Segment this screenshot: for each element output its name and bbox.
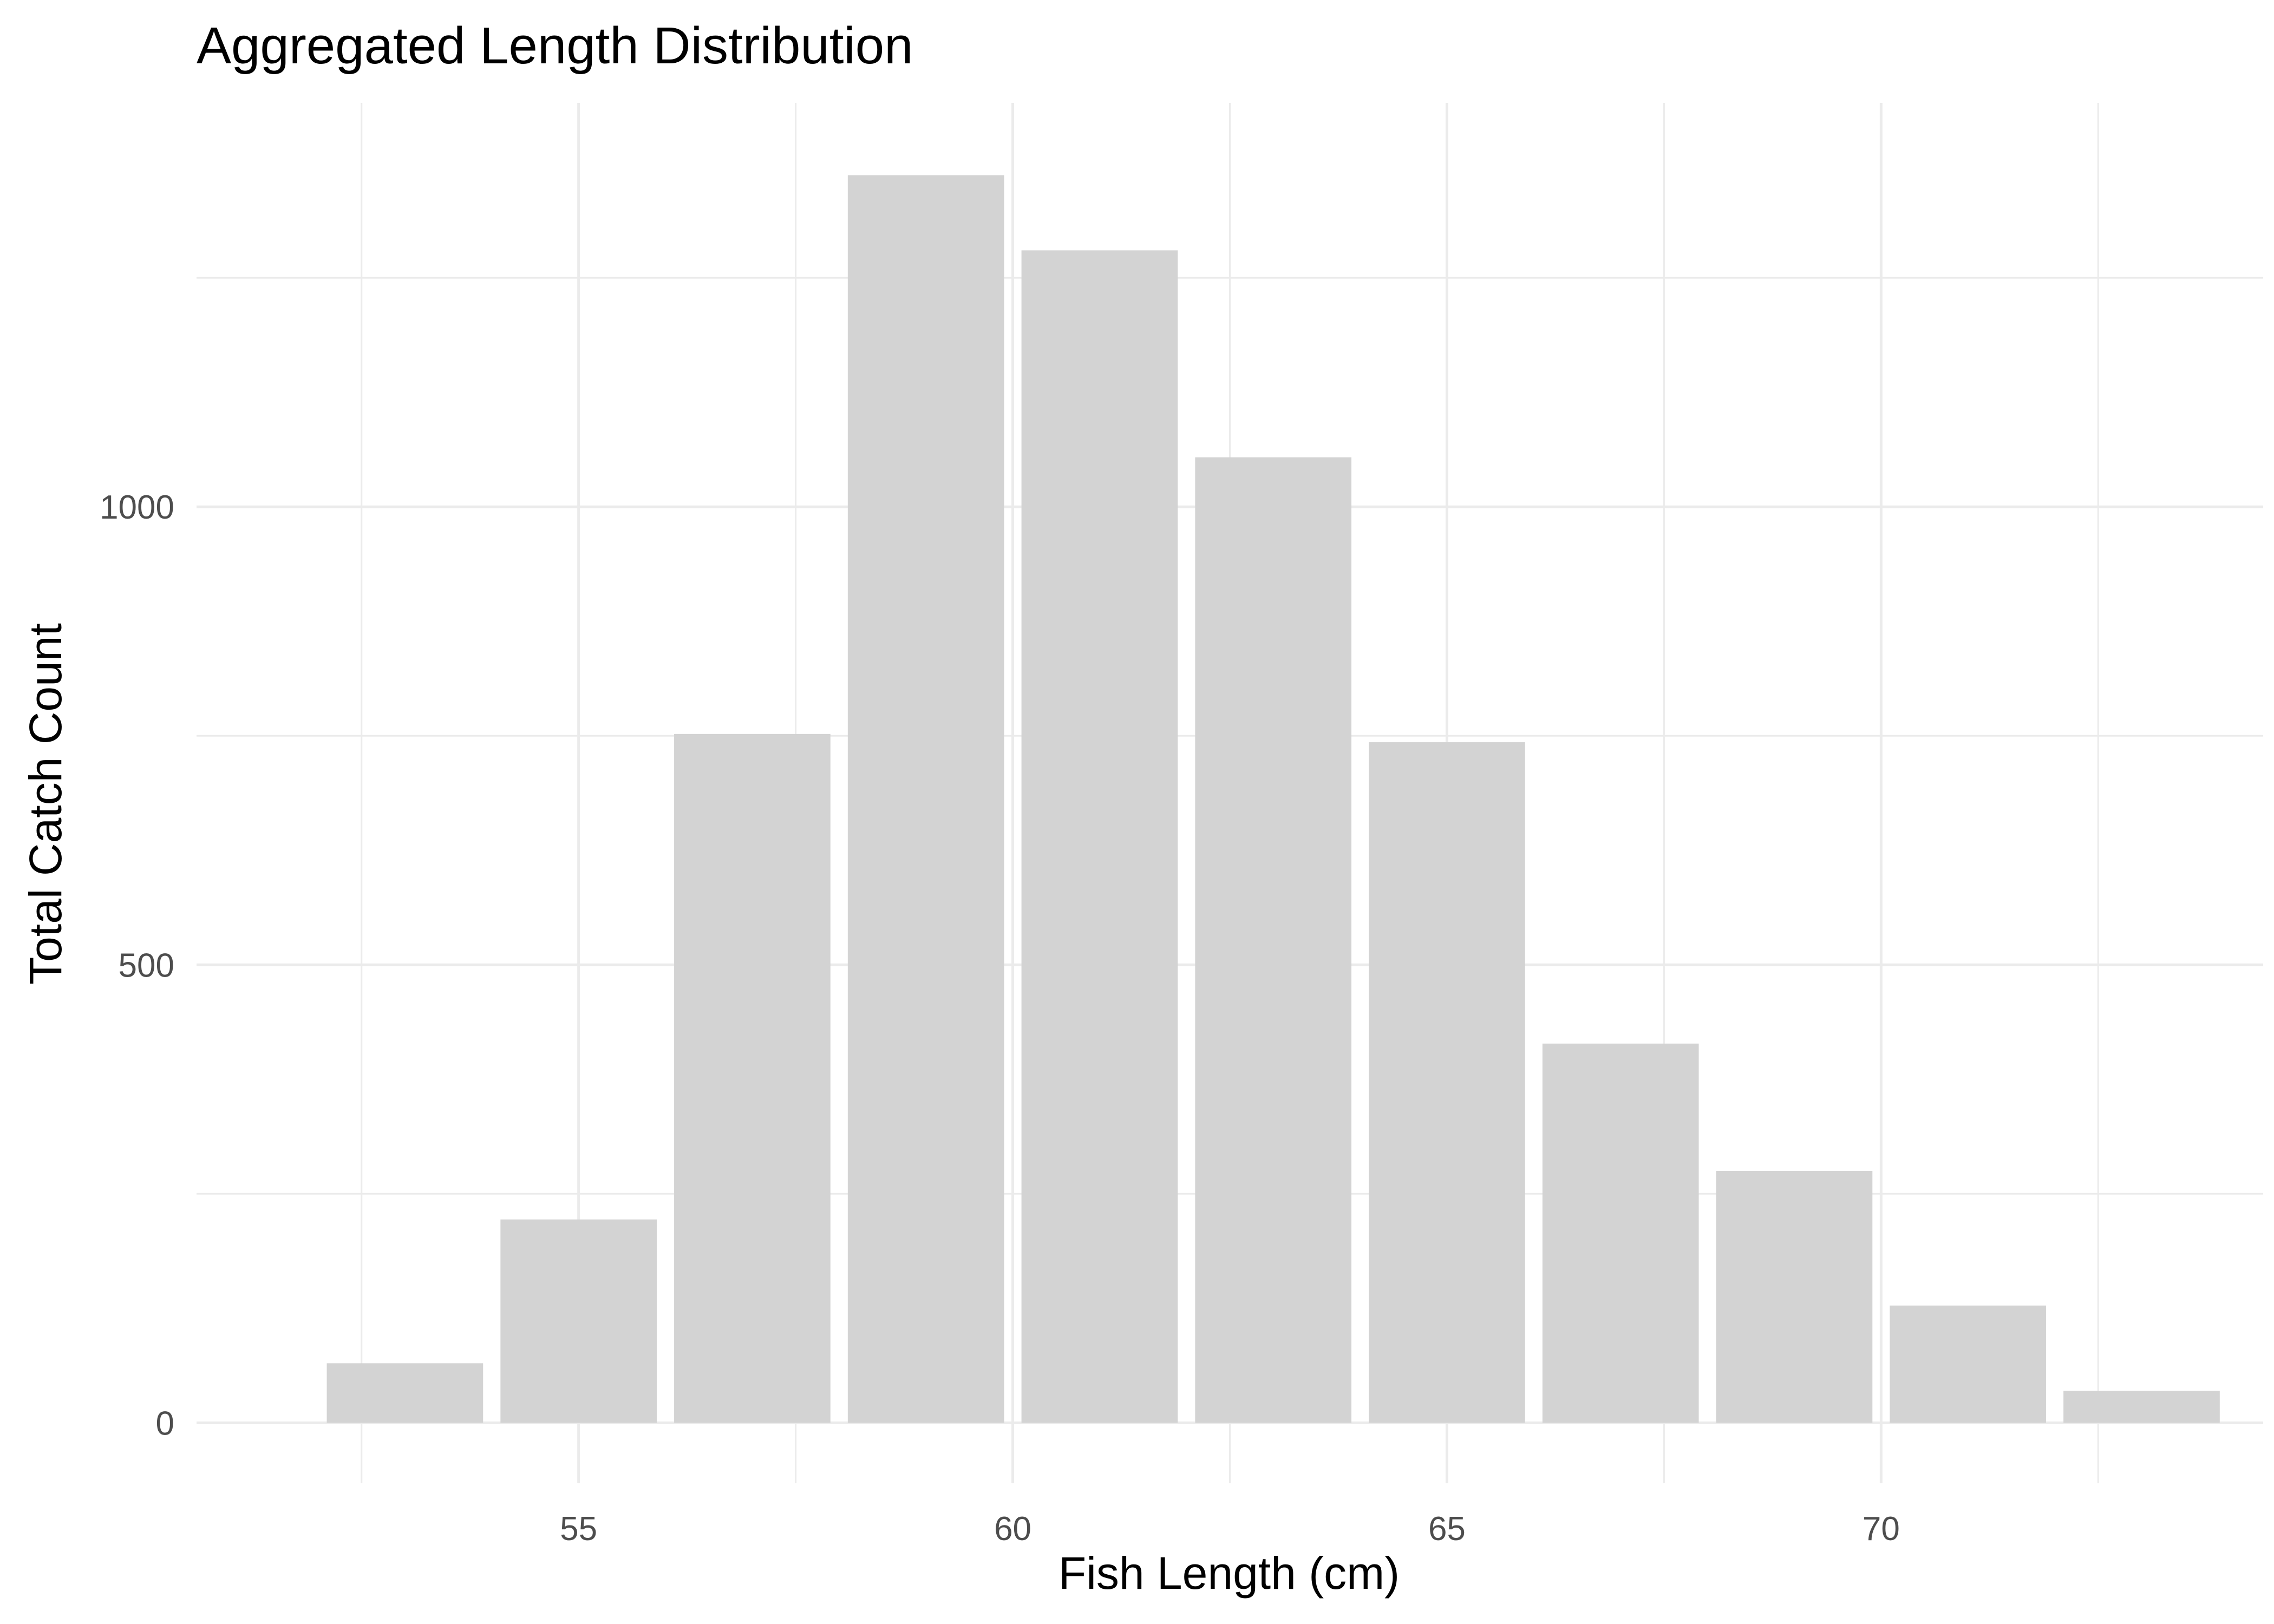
chart-title: Aggregated Length Distribution: [197, 17, 913, 75]
x-tick-label: 60: [994, 1510, 1031, 1548]
tick-layer: 55 60 65 70 0 500 1000: [100, 489, 1900, 1548]
x-tick-label: 55: [560, 1510, 597, 1548]
y-axis-title: Total Catch Count: [20, 623, 71, 985]
bar: [1021, 250, 1178, 1423]
bar: [2063, 1391, 2220, 1423]
bar: [1195, 457, 1352, 1423]
bar: [847, 175, 1004, 1423]
bar: [500, 1219, 657, 1423]
bar: [326, 1363, 483, 1423]
x-tick-label: 65: [1428, 1510, 1466, 1548]
x-tick-label: 70: [1863, 1510, 1900, 1548]
bar: [1542, 1043, 1699, 1423]
bar: [1369, 742, 1525, 1423]
y-tick-label: 0: [156, 1405, 174, 1442]
y-tick-label: 1000: [100, 489, 174, 526]
y-tick-label: 500: [119, 947, 174, 984]
bar: [674, 734, 831, 1423]
bar-layer: [326, 175, 2220, 1423]
x-axis-title: Fish Length (cm): [1058, 1548, 1400, 1599]
bar: [1716, 1170, 1873, 1423]
bar: [1890, 1305, 2047, 1423]
